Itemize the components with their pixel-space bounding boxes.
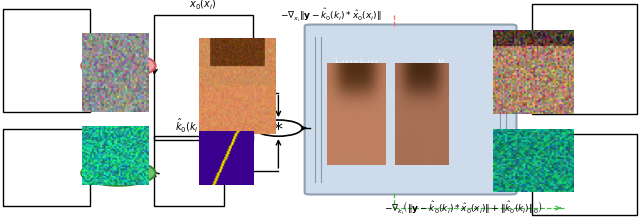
Text: $x_{i-1}$: $x_{i-1}$: [573, 11, 596, 23]
Bar: [532, 4, 637, 114]
Text: $y$: $y$: [437, 57, 445, 69]
Circle shape: [81, 160, 156, 186]
Bar: [3, 129, 90, 206]
Bar: [154, 15, 253, 140]
Text: $-$: $-$: [394, 106, 407, 121]
Circle shape: [81, 53, 156, 78]
Text: $k_i$: $k_i$: [41, 138, 52, 152]
Text: $-\nabla_{k_i}\left(\|\mathbf{y} - \hat{k}_0(k_i)*\hat{x}_0(x_i)\| + \|\hat{k}_0: $-\nabla_{k_i}\left(\|\mathbf{y} - \hat{…: [384, 200, 543, 217]
Text: $\hat{k}_0(k_i)$: $\hat{k}_0(k_i)$: [175, 116, 202, 134]
Bar: [3, 9, 90, 112]
Circle shape: [255, 120, 302, 136]
Text: $\hat{x}_0(x_i)$: $\hat{x}_0(x_i)$: [189, 0, 217, 11]
Text: $*$: $*$: [273, 119, 284, 137]
Text: $\hat{k}_0(k_i)*\hat{x}_0(x_i)$: $\hat{k}_0(k_i)*\hat{x}_0(x_i)$: [334, 57, 379, 69]
Text: $x_i$: $x_i$: [41, 18, 52, 29]
Text: $s^l_{\theta^*}$: $s^l_{\theta^*}$: [111, 50, 126, 68]
Text: $-\nabla_{x_i}\|\mathbf{y} - \hat{k}_0(k_i)*\hat{x}_0(x_i)\|$: $-\nabla_{x_i}\|\mathbf{y} - \hat{k}_0(k…: [280, 7, 381, 24]
FancyBboxPatch shape: [305, 25, 516, 194]
Bar: [154, 136, 224, 206]
Text: $s^k_{\theta^*}$: $s^k_{\theta^*}$: [111, 157, 126, 175]
Text: $k_{i-1}$: $k_{i-1}$: [574, 140, 595, 154]
Bar: [532, 134, 637, 215]
